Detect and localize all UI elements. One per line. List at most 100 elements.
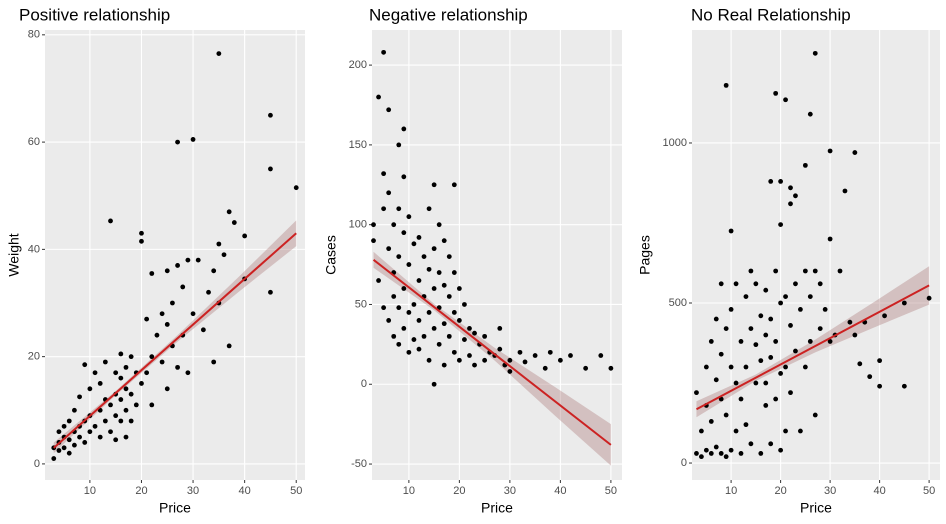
point	[718, 351, 724, 357]
point	[768, 355, 774, 360]
y-tick-label: 80	[28, 29, 40, 41]
point	[128, 391, 134, 397]
point	[431, 381, 437, 387]
point	[699, 454, 704, 460]
point	[211, 268, 217, 274]
point	[149, 354, 155, 360]
point	[226, 209, 232, 215]
point	[139, 238, 144, 244]
point	[416, 278, 422, 283]
point	[901, 383, 907, 389]
point	[118, 351, 124, 357]
point	[522, 359, 528, 365]
point	[381, 206, 387, 212]
point	[763, 287, 769, 293]
point	[467, 326, 472, 331]
point	[396, 206, 402, 212]
y-tick-label: 50	[355, 298, 367, 310]
point	[61, 423, 67, 429]
point	[728, 447, 734, 453]
point	[802, 364, 808, 370]
point	[812, 412, 818, 418]
x-tick-label: 40	[239, 485, 251, 497]
point	[708, 339, 714, 344]
point	[436, 222, 442, 228]
point	[758, 313, 764, 319]
point	[175, 139, 180, 145]
point	[852, 150, 858, 155]
point	[82, 440, 88, 445]
plot-background	[372, 30, 622, 480]
point	[753, 342, 759, 348]
y-tick-label: 0	[361, 378, 367, 390]
point	[743, 364, 749, 370]
point	[783, 294, 788, 300]
point	[441, 282, 447, 288]
point	[97, 434, 103, 440]
y-tick-label: 40	[28, 243, 40, 255]
point	[211, 359, 217, 365]
point	[723, 82, 729, 88]
point	[293, 185, 299, 191]
y-tick-label: 100	[349, 219, 367, 231]
point	[200, 327, 206, 333]
point	[231, 220, 237, 225]
point	[154, 332, 160, 338]
x-axis-label: Price	[481, 500, 513, 516]
point	[72, 407, 77, 413]
point	[837, 268, 843, 274]
point	[386, 318, 392, 323]
point	[773, 90, 779, 96]
point	[827, 339, 833, 344]
point	[788, 201, 793, 207]
point	[371, 238, 376, 244]
x-tick-label: 30	[187, 485, 199, 497]
point	[175, 364, 180, 370]
point	[451, 349, 457, 355]
point	[507, 369, 513, 374]
point	[847, 319, 853, 325]
point	[431, 326, 437, 331]
point	[763, 380, 769, 386]
point	[446, 294, 452, 299]
point	[185, 257, 191, 263]
x-tick-label: 10	[725, 485, 737, 497]
point	[694, 390, 699, 396]
point	[703, 364, 709, 370]
plot-background	[692, 30, 940, 480]
point	[517, 349, 523, 355]
x-axis-label: Price	[159, 500, 191, 516]
point	[778, 178, 784, 184]
point	[773, 396, 779, 402]
point	[426, 357, 432, 363]
point	[381, 171, 387, 177]
point	[123, 364, 129, 370]
point	[768, 316, 774, 322]
point	[451, 182, 457, 188]
point	[901, 300, 907, 306]
point	[773, 268, 779, 274]
point	[411, 241, 417, 247]
point	[763, 332, 769, 338]
y-tick-label: 200	[349, 59, 367, 71]
point	[391, 222, 397, 228]
point	[608, 365, 614, 371]
chart-title: Negative relationship	[369, 5, 528, 24]
point	[817, 281, 823, 287]
point	[723, 454, 729, 460]
point	[842, 188, 848, 194]
point	[802, 162, 808, 168]
point	[713, 316, 719, 322]
point	[723, 412, 729, 418]
point	[61, 445, 67, 451]
x-tick-label: 30	[504, 485, 516, 497]
point	[807, 339, 813, 344]
point	[456, 318, 462, 323]
point	[748, 268, 754, 274]
point	[451, 310, 457, 315]
point	[708, 419, 714, 424]
y-tick-label: 150	[349, 139, 367, 151]
point	[159, 311, 165, 317]
point	[728, 364, 734, 370]
point	[778, 447, 784, 453]
